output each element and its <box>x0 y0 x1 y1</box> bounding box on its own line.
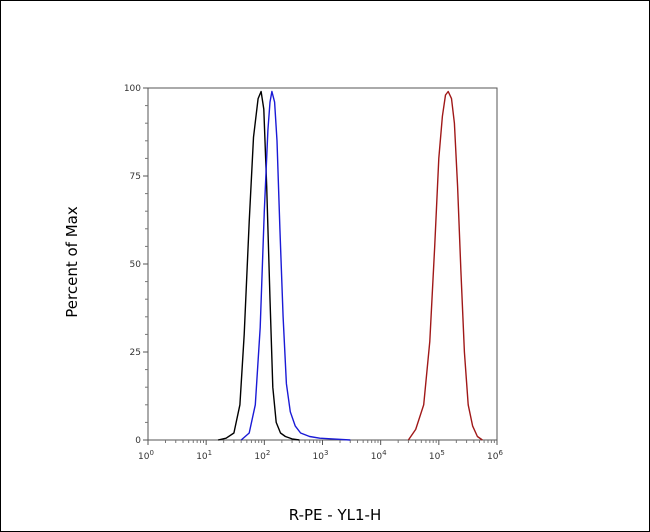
series-group <box>217 90 483 441</box>
histogram-series-3 <box>407 90 483 441</box>
x-tick-label: 100 <box>138 449 154 462</box>
x-tick-label: 103 <box>313 449 329 462</box>
y-tick-label: 0 <box>135 436 141 446</box>
x-tick-label: 105 <box>429 449 445 462</box>
plot-area <box>147 87 498 441</box>
x-tick-label: 102 <box>254 449 270 462</box>
x-axis-ticks: 100 101 102 103 104 105 106 <box>138 440 503 462</box>
y-axis-ticks: 0 25 50 75 100 <box>124 84 148 446</box>
x-tick-label: 104 <box>371 449 387 462</box>
x-axis-title: R-PE - YL1-H <box>289 506 381 524</box>
y-tick-label: 25 <box>130 348 141 358</box>
y-tick-label: 75 <box>130 172 141 182</box>
y-tick-label: 50 <box>130 260 142 270</box>
histogram-series-2 <box>240 90 351 441</box>
histogram-series-1 <box>217 90 300 441</box>
x-tick-label: 106 <box>487 449 503 462</box>
x-tick-label: 101 <box>196 449 212 462</box>
y-axis-title: Percent of Max <box>63 206 81 318</box>
y-tick-label: 100 <box>124 84 141 94</box>
